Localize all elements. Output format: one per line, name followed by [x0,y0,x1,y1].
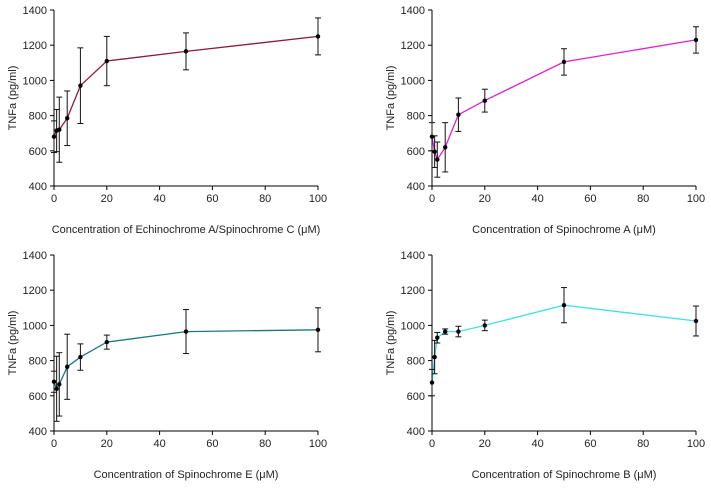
y-tick-label: 400 [29,426,47,438]
x-tick-label: 100 [687,438,705,450]
y-tick-label: 1400 [401,5,425,17]
data-point [78,83,83,88]
data-point [429,134,435,139]
y-axis-title: TNFa (pg/ml) [7,311,19,376]
chart-panel-3: 400 600 800 1000 1200 1400 0 20 40 60 80 100 Concent… [7,250,327,481]
x-tick-label: 0 [51,438,57,450]
x-tick-label: 100 [687,193,705,205]
x-tick-label: 80 [259,193,271,205]
y-tick-label: 600 [407,146,425,158]
data-point [693,37,699,43]
x-tick-label: 80 [259,438,271,450]
x-tick-label: 60 [206,193,218,205]
data-point [456,329,461,334]
data-point [693,318,699,324]
data-point [183,49,189,54]
data-point [443,329,448,334]
x-tick-label: 40 [531,193,543,205]
x-tick-label: 40 [153,193,165,205]
x-axis-title: Concentration of Spinochrome A (μM) [472,224,656,236]
x-tick-label: 100 [309,438,327,450]
x-tick-label: 20 [101,438,113,450]
y-tick-label: 1400 [23,5,47,17]
data-point [78,354,83,360]
data-point [432,354,437,360]
y-tick-label: 800 [29,356,47,368]
x-tick-label: 100 [309,193,327,205]
y-tick-label: 1200 [23,285,47,297]
data-point [57,382,62,387]
data-point [482,323,487,328]
data-point [443,145,448,150]
x-tick-label: 20 [479,438,491,450]
y-tick-label: 800 [407,356,425,368]
x-tick-label: 60 [584,438,596,450]
data-point [51,134,57,139]
chart-panel-1: 400 600 800 1000 1200 1400 0 20 40 60 80 100 Concent… [7,5,327,236]
y-tick-label: 800 [29,111,47,123]
x-tick-label: 60 [584,193,596,205]
data-point [435,335,440,340]
data-point [429,380,435,385]
x-tick-label: 0 [429,193,435,205]
y-tick-label: 1000 [23,320,47,332]
data-point [561,59,567,65]
data-point [183,329,189,334]
data-point [435,157,440,162]
data-point [57,127,62,132]
data-point [104,339,110,345]
data-point [65,116,70,121]
y-tick-label: 400 [407,181,425,193]
data-point [51,379,57,384]
x-tick-label: 0 [51,193,57,205]
y-tick-label: 800 [407,111,425,123]
x-axis-title: Concentration of Spinochrome E (μM) [94,469,279,481]
chart-panel-2: 400 600 800 1000 1200 1400 0 20 40 60 80 100 Concent… [385,5,705,236]
data-point [315,327,321,332]
y-tick-label: 1000 [23,75,47,87]
y-tick-label: 1000 [401,75,425,87]
data-point [65,364,70,369]
data-point [456,112,461,117]
y-tick-label: 400 [29,181,47,193]
x-tick-label: 60 [206,438,218,450]
y-tick-label: 1400 [401,250,425,262]
y-tick-label: 1200 [401,285,425,297]
x-axis-title: Concentration of Echinochrome A/Spinochr… [52,224,321,236]
x-tick-label: 80 [637,438,649,450]
data-point [104,58,110,64]
y-tick-label: 1000 [401,320,425,332]
data-point [432,149,437,154]
y-tick-label: 600 [407,391,425,403]
x-tick-label: 0 [429,438,435,450]
y-tick-label: 400 [407,426,425,438]
y-tick-label: 600 [29,146,47,158]
y-tick-label: 1200 [401,40,425,52]
y-axis-title: TNFa (pg/ml) [7,66,19,131]
data-point [482,98,487,103]
data-point [54,386,59,391]
data-point [315,34,321,39]
x-tick-label: 20 [101,193,113,205]
y-axis-title: TNFa (pg/ml) [385,66,397,131]
y-axis-title: TNFa (pg/ml) [385,311,397,376]
x-tick-label: 40 [531,438,543,450]
y-tick-label: 600 [29,391,47,403]
x-axis-title: Concentration of Spinochrome B (μM) [472,469,657,481]
x-tick-label: 80 [637,193,649,205]
x-tick-label: 40 [153,438,165,450]
data-point [561,302,567,308]
y-tick-label: 1400 [23,250,47,262]
y-tick-label: 1200 [23,40,47,52]
chart-panel-4: 400 600 800 1000 1200 1400 0 20 40 60 80 100 Concent… [385,250,705,481]
x-tick-label: 20 [479,193,491,205]
